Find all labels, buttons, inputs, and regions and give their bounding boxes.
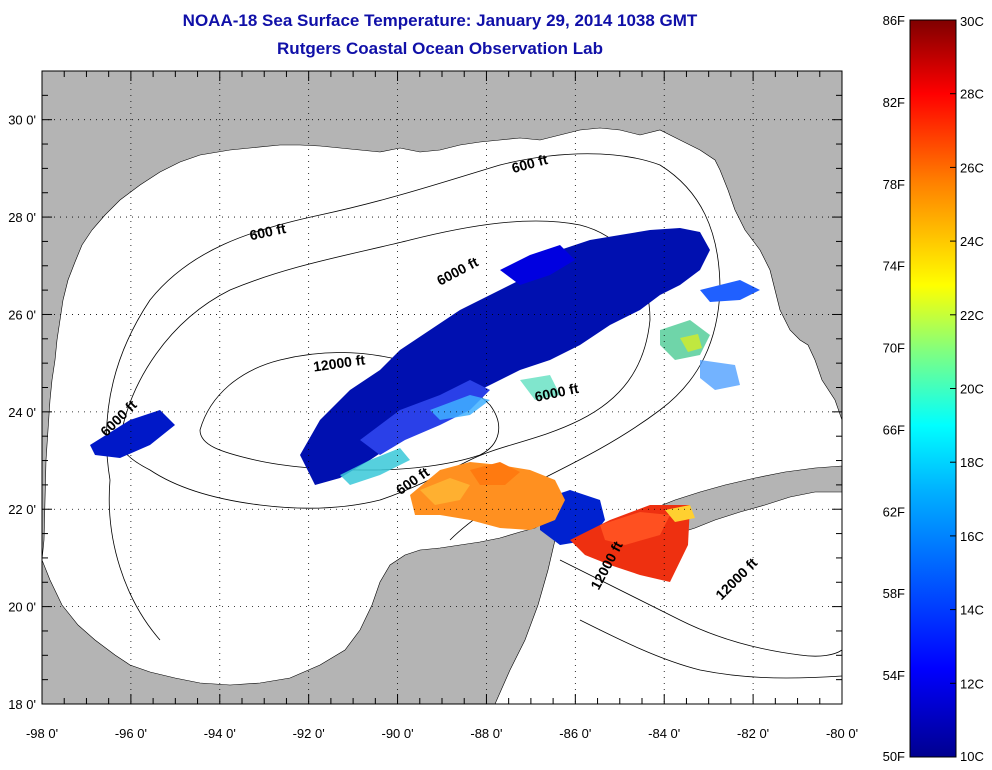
y-axis-labels: 18 0' 20 0' 22 0' 24 0' 26 0' 28 0' 30 0' [8, 113, 36, 712]
contour-label: 12000 ft [312, 351, 366, 374]
x-tick-label: -82 0' [737, 726, 769, 741]
colorbar-c-label: 24C [960, 234, 984, 249]
colorbar [909, 19, 957, 758]
x-tick-label: -80 0' [826, 726, 858, 741]
colorbar-f-label: 50F [883, 749, 905, 764]
colorbar-c-label: 10C [960, 749, 984, 764]
colorbar-f-label: 58F [883, 586, 905, 601]
contour-12000ft [199, 352, 499, 471]
colorbar-f-label: 62F [883, 504, 905, 519]
colorbar-c-labels: 30C 28C 26C 24C 22C 20C 18C 16C 14C 12C 10C [950, 14, 984, 764]
colorbar-c-label: 30C [960, 14, 984, 29]
map-title: NOAA-18 Sea Surface Temperature: January… [182, 11, 698, 30]
colorbar-f-label: 82F [883, 95, 905, 110]
x-axis-labels: -98 0' -96 0' -94 0' -92 0' -90 0' -88 0' -86 … [26, 726, 858, 741]
colorbar-c-label: 28C [960, 87, 984, 102]
land-mexico [42, 509, 556, 704]
colorbar-c-label: 14C [960, 603, 984, 618]
x-tick-label: -88 0' [470, 726, 502, 741]
contour-6000ft [119, 220, 651, 509]
colorbar-f-label: 74F [883, 259, 905, 274]
contour-600ft [106, 153, 721, 641]
colorbar-c-label: 16C [960, 529, 984, 544]
y-tick-label: 28 0' [8, 210, 36, 225]
colorbar-c-label: 22C [960, 308, 984, 323]
x-tick-label: -90 0' [381, 726, 413, 741]
y-tick-label: 24 0' [8, 405, 36, 420]
x-tick-label: -86 0' [559, 726, 591, 741]
contour-label: 600 ft [248, 220, 287, 243]
map-grid [42, 71, 842, 704]
x-tick-label: -94 0' [204, 726, 236, 741]
colorbar-c-label: 26C [960, 160, 984, 175]
sst-mid-patches [340, 280, 760, 485]
sst-warm-patches [410, 462, 695, 582]
colorbar-f-label: 66F [883, 422, 905, 437]
depth-contours [106, 153, 842, 679]
axis-ticks [41, 70, 843, 705]
y-tick-label: 22 0' [8, 502, 36, 517]
x-tick-label: -98 0' [26, 726, 58, 741]
colorbar-f-labels: 86F 82F 78F 74F 70F 66F 62F 58F 54F 50F [883, 13, 905, 764]
map-subtitle: Rutgers Coastal Ocean Observation Lab [277, 39, 603, 58]
x-tick-label: -84 0' [648, 726, 680, 741]
x-tick-label: -92 0' [293, 726, 325, 741]
colorbar-c-label: 18C [960, 455, 984, 470]
y-tick-label: 18 0' [8, 697, 36, 712]
colorbar-f-label: 86F [883, 13, 905, 28]
contour-caribbean [559, 559, 842, 679]
y-tick-label: 20 0' [8, 600, 36, 615]
y-tick-label: 30 0' [8, 113, 36, 128]
colorbar-f-label: 54F [883, 668, 905, 683]
y-tick-label: 26 0' [8, 307, 36, 322]
colorbar-f-label: 70F [883, 341, 905, 356]
x-tick-label: -96 0' [115, 726, 147, 741]
colorbar-c-label: 12C [960, 676, 984, 691]
colorbar-c-label: 20C [960, 382, 984, 397]
colorbar-f-label: 78F [883, 177, 905, 192]
